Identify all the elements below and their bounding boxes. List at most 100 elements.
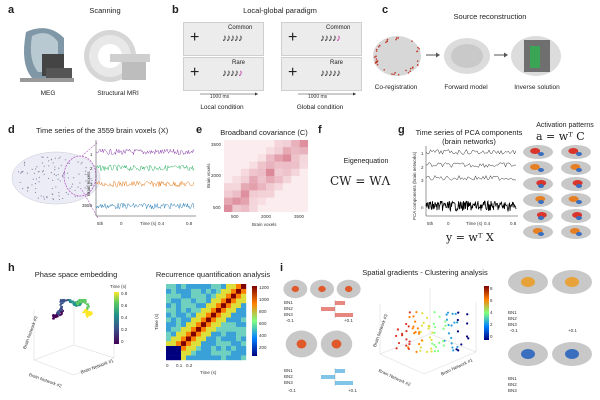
recurrence-cell: [181, 331, 187, 337]
trajectory-point: [53, 314, 56, 317]
bn2-label-top: BN2: [284, 306, 293, 311]
recurrence-cell: [176, 326, 182, 332]
electrode-dot: [412, 67, 414, 69]
g-xtick-0: 0: [447, 221, 450, 226]
cov-cell: [283, 198, 291, 205]
activation-blob: [576, 152, 582, 156]
recurrence-cell: [181, 341, 187, 346]
panel-e-title: Broadband covariance (C): [220, 128, 308, 137]
cluster-point: [456, 321, 459, 324]
voxel-dot: [46, 195, 48, 198]
meg-scanner-illustration: [20, 28, 74, 82]
recurrence-cell: [226, 345, 232, 351]
activation-blob: [521, 349, 535, 359]
panel-a-title: Scanning: [89, 6, 121, 15]
recurrence-cell: [176, 345, 182, 351]
recurrence-cell: [186, 326, 192, 332]
recurrence-cell: [181, 312, 187, 318]
electrode-dot: [411, 40, 413, 42]
trajectory-point: [83, 298, 86, 302]
recurrence-cell: [191, 331, 197, 337]
tick-pos-right: +0.1: [568, 328, 577, 333]
eq-y: y = wᵀ X: [446, 231, 494, 244]
recurrence-cell: [201, 293, 207, 299]
voxel-dot: [65, 191, 67, 194]
recurrence-cell: [216, 317, 222, 323]
eigenequation: CW = WΛ: [330, 174, 391, 188]
voxel-trace: [95, 202, 195, 210]
recurrence-cell: [236, 307, 242, 313]
voxel-dot: [17, 171, 20, 173]
cluster-point: [418, 342, 421, 346]
recurrence-cell: [211, 307, 217, 313]
cov-cell: [291, 161, 300, 169]
activation-blob: [568, 148, 579, 154]
cluster-point: [415, 310, 418, 314]
electrode-dot: [375, 58, 378, 60]
voxel-dot: [62, 176, 64, 178]
cov-cell: [291, 190, 299, 197]
cov-cell: [249, 204, 258, 212]
recurrence-cell: [206, 312, 212, 318]
voxel-dot: [21, 170, 23, 173]
cov-cell: [266, 198, 274, 205]
voxel-dot: [81, 161, 83, 164]
voxel-dot: [60, 164, 62, 167]
voxel-dot: [38, 170, 40, 173]
cluster-point: [412, 315, 415, 318]
recurrence-cell: [171, 293, 177, 299]
recurrence-cell: [231, 336, 237, 342]
recurrence-cell: [231, 303, 237, 308]
cov-cell: [232, 147, 240, 154]
cov-cell: [257, 190, 266, 198]
electrode-dot: [417, 46, 419, 49]
cov-cell: [291, 154, 300, 162]
cov-cell: [240, 190, 250, 198]
voxel-dot: [48, 165, 50, 167]
cluster-brains-top: [283, 279, 361, 299]
cluster-point: [431, 342, 434, 345]
recurrence-cell: [236, 322, 242, 327]
recurrence-cell: [176, 307, 182, 313]
cluster-point: [405, 344, 408, 347]
activation-blob: [576, 184, 582, 188]
recurrence-cell: [206, 350, 212, 356]
cov-cell: [274, 161, 283, 169]
cov-cell: [274, 176, 283, 184]
recurrence-cell: [196, 307, 202, 313]
cluster-point: [407, 325, 410, 328]
voxel-dot: [86, 185, 88, 187]
cov-cell: [249, 147, 257, 154]
cov-cell: [224, 140, 232, 147]
cov-cell: [249, 161, 258, 169]
pse-colorbar: [114, 292, 119, 344]
weight-bar: [321, 375, 335, 379]
weight-bar: [335, 369, 345, 373]
pca-trace: [425, 149, 517, 155]
cluster-point: [426, 316, 429, 319]
cluster-point: [427, 327, 430, 330]
recurrence-cell: [226, 341, 232, 346]
recurrence-cell: [231, 288, 237, 294]
voxel-dot: [85, 167, 87, 169]
recurrence-cell: [196, 350, 202, 356]
recurrence-cell: [231, 293, 237, 299]
cov-cell: [266, 168, 275, 176]
cluster-point: [442, 344, 445, 347]
electrode-dot: [374, 62, 377, 64]
cov-cell: [266, 176, 275, 184]
voxel-dot: [26, 172, 29, 174]
trajectory-point: [55, 314, 58, 317]
recurrence-cell: [186, 322, 192, 327]
bn2-label-bottom: BN2: [284, 374, 293, 379]
recurrence-cell: [191, 312, 197, 318]
recurrence-cell: [196, 284, 202, 289]
recurrence-cell: [206, 288, 212, 294]
trajectory-point: [57, 312, 60, 316]
trajectory-point: [86, 310, 90, 314]
recurrence-cell: [216, 298, 222, 304]
trajectory-point: [86, 314, 89, 317]
recurrence-cell: [206, 284, 212, 289]
weight-bar: [335, 301, 345, 305]
voxel-dot: [43, 196, 45, 198]
